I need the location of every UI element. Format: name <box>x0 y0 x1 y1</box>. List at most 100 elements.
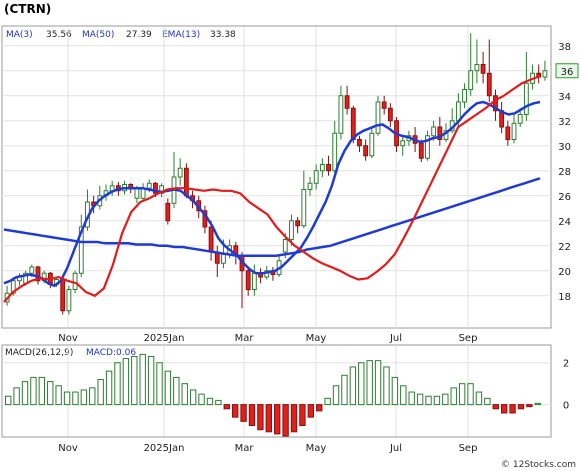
macd-y-axis: 20 <box>563 359 569 412</box>
legend-ma3-value: 35.56 <box>46 30 72 40</box>
candle-body <box>493 95 498 112</box>
x-tick-label: May <box>306 333 327 344</box>
macd-bar <box>374 360 382 406</box>
macd-x-axis: Nov 2025Jan Mar May Jul Sep <box>58 443 477 454</box>
macd-bar <box>509 404 516 414</box>
y-tick-label: 30 <box>558 142 571 153</box>
candle-body <box>153 182 158 194</box>
x-tick-label: 2025Jan <box>144 333 185 344</box>
candle-body <box>357 139 362 147</box>
macd-bar <box>341 374 348 406</box>
candle-body <box>251 272 257 290</box>
candle-body <box>183 167 189 197</box>
macd-bar <box>55 385 62 406</box>
candle-body <box>369 132 375 157</box>
candle <box>313 164 319 190</box>
candle-body <box>517 114 523 124</box>
candle-body <box>35 266 41 282</box>
macd-bar <box>383 366 390 406</box>
candle-body <box>344 95 350 109</box>
macd-bar <box>475 391 483 406</box>
macd-bar <box>492 404 499 410</box>
macd-bar <box>13 387 20 406</box>
macd-bar <box>534 402 541 406</box>
y-tick-label: 38 <box>558 42 571 53</box>
candle <box>375 95 381 136</box>
candle <box>425 130 430 161</box>
candle-body <box>332 132 338 172</box>
macd-bar <box>349 366 357 406</box>
macd-bar <box>139 353 146 406</box>
macd-bar <box>316 404 323 412</box>
y-tick-label: 32 <box>558 117 571 128</box>
macd-bar <box>400 385 407 406</box>
macd-bar <box>265 404 272 433</box>
candle <box>332 120 338 174</box>
macd-bar <box>206 397 214 406</box>
macd-bar <box>332 385 340 406</box>
candle <box>468 33 474 96</box>
macd-y-tick-label: 0 <box>563 401 569 412</box>
candle-body <box>437 126 443 140</box>
macd-bar <box>189 389 197 406</box>
macd-x-tick-label: May <box>306 443 327 454</box>
candle <box>165 198 171 225</box>
candle-body <box>282 239 288 253</box>
legend-ma50-value: 27.39 <box>126 30 152 40</box>
price-grid <box>2 27 551 327</box>
candle <box>363 139 369 161</box>
x-tick-label: Mar <box>235 333 255 344</box>
candle <box>462 83 467 109</box>
candle-body <box>418 142 424 159</box>
macd-bar <box>290 404 298 433</box>
macd-bar <box>299 404 306 427</box>
macd-bar <box>215 399 222 406</box>
candle-body <box>319 164 325 172</box>
candle-body <box>134 187 140 199</box>
y-tick-label: 34 <box>558 92 571 103</box>
candle-body <box>400 140 406 147</box>
candle <box>344 85 350 115</box>
x-tick-label: Jul <box>389 333 402 344</box>
candle-body <box>307 182 313 190</box>
y-tick-label: 28 <box>558 167 571 178</box>
y-tick-label: 20 <box>558 267 571 278</box>
candle <box>66 285 72 315</box>
candle <box>486 39 492 102</box>
candle-body <box>425 135 430 159</box>
candle <box>177 158 183 186</box>
candle-body <box>245 270 251 290</box>
candle <box>245 267 251 296</box>
candle <box>319 158 325 177</box>
candle-body <box>146 182 152 189</box>
last-price-text: 36 <box>561 67 574 78</box>
candle-body <box>165 202 171 222</box>
candle-body <box>29 266 35 274</box>
candle-body <box>177 167 183 178</box>
macd-x-tick-label: Sep <box>459 443 478 454</box>
candle-body <box>511 122 517 140</box>
candle-body <box>350 107 356 140</box>
series-line-ma3 <box>3 75 541 303</box>
candle-body <box>301 189 307 227</box>
candle-body <box>474 64 480 72</box>
candle <box>357 135 362 152</box>
candle-body <box>338 95 344 134</box>
candle <box>301 170 307 229</box>
macd-bar <box>307 404 315 418</box>
candle-body <box>66 289 72 312</box>
candle-body <box>326 164 331 172</box>
macd-bar <box>425 395 432 406</box>
macd-bar <box>358 362 365 406</box>
macd-bar <box>80 389 88 406</box>
legend-ema13-value: 33.38 <box>210 30 236 40</box>
legend: MA(3) 35.56 MA(50) 27.39 EMA(13) 33.38 <box>6 30 236 40</box>
macd-bar <box>38 376 46 406</box>
macd-bar <box>500 404 508 414</box>
macd-bar <box>5 395 12 406</box>
macd-bar <box>181 383 188 406</box>
macd-bar <box>164 370 172 406</box>
price-y-axis: 18 20 22 24 26 28 30 32 34 36 38 <box>558 42 571 303</box>
candle <box>60 278 66 315</box>
